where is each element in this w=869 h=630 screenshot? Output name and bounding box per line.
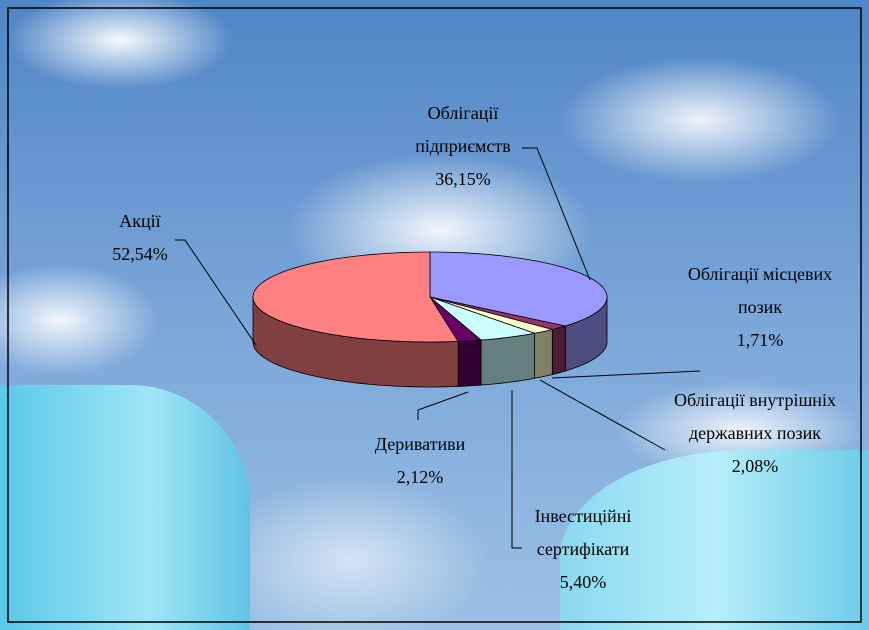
- slice-label: Облігації підприємств 36,15%: [388, 97, 538, 196]
- value-label: 52,54%: [112, 244, 168, 264]
- frame: [7, 7, 862, 623]
- slice-side: [457, 339, 482, 387]
- slice-side: [480, 332, 535, 386]
- slice-label: Деривативи 2,12%: [355, 428, 485, 494]
- leader-line: [551, 370, 701, 379]
- leader-line: [539, 379, 666, 451]
- slice-side: [551, 325, 566, 376]
- slice: [252, 251, 459, 343]
- value-label: 2,08%: [731, 456, 779, 476]
- background-shape: [0, 385, 250, 630]
- value-label: 5,40%: [559, 572, 607, 592]
- category-label: Інвестиційні сертифікати: [534, 506, 632, 559]
- slice-label: Облігації місцевих позик 1,71%: [670, 258, 850, 357]
- category-label: Облігації внутрішніх державних позик: [674, 390, 836, 443]
- slice-label: Акції 52,54%: [90, 205, 190, 271]
- leader-line: [511, 390, 522, 549]
- leader-line: [417, 391, 469, 420]
- slice-side: [534, 329, 553, 379]
- slice-label: Облігації внутрішніх державних позик 2,08…: [660, 384, 850, 483]
- category-label: Облігації підприємств: [415, 103, 511, 156]
- value-label: 1,71%: [736, 330, 784, 350]
- value-label: 36,15%: [435, 169, 491, 189]
- category-label: Акції: [119, 211, 161, 231]
- leader-line: [175, 239, 257, 346]
- slice: [429, 296, 537, 341]
- leader-line: [522, 147, 591, 281]
- slice-label: Інвестиційні сертифікати 5,40%: [518, 500, 648, 599]
- category-label: Деривативи: [374, 434, 466, 454]
- category-label: Облігації місцевих позик: [687, 264, 833, 317]
- value-label: 2,12%: [396, 467, 444, 487]
- slice: [429, 251, 608, 327]
